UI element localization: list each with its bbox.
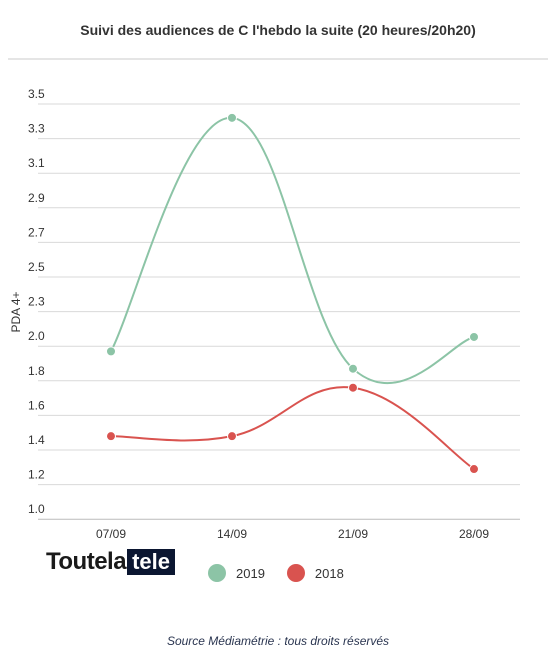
y-tick-labels: 1.0 1.2 1.4 1.6 1.8 2.0 2.3 2.5 2.7 2.9 3.1 3.3 3.5 bbox=[28, 87, 45, 516]
data-point bbox=[469, 331, 479, 342]
line-chart: 1.01.21.41.61.82.02.32.52.72.93.13.33.5 … bbox=[9, 87, 520, 541]
y-tick-label: 3.1 bbox=[28, 156, 45, 170]
series-2018 bbox=[106, 382, 479, 475]
y-tick-label: 2.7 bbox=[28, 225, 45, 239]
series-line bbox=[110, 116, 475, 385]
y-tick-label: 1.2 bbox=[28, 468, 45, 482]
y-tick-label: 1.8 bbox=[28, 364, 45, 378]
x-tick-label: 28/09 bbox=[459, 527, 489, 541]
data-point bbox=[106, 346, 116, 357]
y-tick-label: 2.3 bbox=[28, 295, 45, 309]
data-point bbox=[348, 382, 358, 393]
data-point bbox=[106, 431, 116, 442]
title-divider bbox=[8, 58, 548, 60]
data-point bbox=[469, 464, 479, 475]
x-tick-label: 07/09 bbox=[96, 527, 126, 541]
y-tick-label: 1.0 bbox=[28, 502, 45, 516]
source-note: Source Médiamétrie : tous droits réservé… bbox=[166, 634, 390, 648]
data-point bbox=[227, 112, 237, 123]
y-tick-label: 3.5 bbox=[28, 87, 45, 101]
legend-swatch bbox=[286, 564, 305, 582]
y-tick-label: 2.9 bbox=[28, 191, 45, 205]
legend-swatch bbox=[208, 564, 226, 582]
toutelatele-logo: Toutela tele bbox=[46, 548, 175, 576]
legend-item-2019[interactable]: 2019 bbox=[208, 564, 265, 582]
y-tick-label: 2.0 bbox=[28, 329, 45, 343]
x-tick-label: 14/09 bbox=[217, 527, 247, 541]
x-tick-label: 21/09 bbox=[338, 527, 368, 541]
y-tick-label: 1.6 bbox=[28, 398, 45, 412]
data-point bbox=[227, 431, 237, 442]
legend: 2019 2018 bbox=[208, 564, 366, 582]
series bbox=[106, 112, 479, 475]
legend-label: 2018 bbox=[314, 565, 344, 581]
y-tick-label: 3.3 bbox=[28, 122, 45, 136]
data-point bbox=[348, 363, 358, 374]
logo-box-text: tele bbox=[127, 549, 175, 575]
series-2019 bbox=[106, 112, 479, 385]
y-tick-label: 1.4 bbox=[28, 433, 45, 447]
y-axis-label: PDA 4+ bbox=[9, 291, 23, 332]
gridlines bbox=[38, 103, 520, 520]
chart-title: Suivi des audiences de C l'hebdo la suit… bbox=[80, 22, 476, 38]
series-line bbox=[110, 386, 475, 470]
legend-item-2018[interactable]: 2018 bbox=[286, 564, 344, 582]
y-tick-label: 2.5 bbox=[28, 260, 45, 274]
x-tick-labels: 07/09 14/09 21/09 28/09 bbox=[96, 527, 489, 541]
logo-text: Toutela bbox=[46, 548, 127, 575]
legend-label: 2019 bbox=[236, 565, 265, 581]
